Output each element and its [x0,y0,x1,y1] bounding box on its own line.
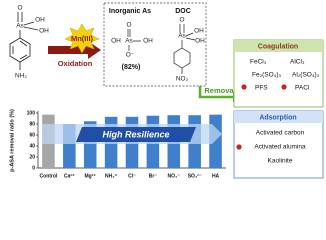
x-tick-label: Control [40,173,58,179]
banner [76,127,196,142]
atom: As [125,38,133,45]
adsorbent: Activated carbon [256,130,305,137]
icons [236,84,287,150]
product-title: DOC [175,8,191,15]
x-tick-label: Cl⁻ [128,173,136,179]
atom: As [16,23,24,30]
atom: OH [39,28,49,35]
x-tick-label: Br⁻ [149,173,158,179]
x-tick-label: HA [212,173,220,179]
removal-arrow [198,86,243,102]
adsorbent: Activated alumina [254,144,306,151]
atom: O [126,22,131,29]
page: {"diagram":{ "reactant":{"o_top":"O","as… [9,2,324,180]
coagulation-header [234,40,323,52]
atom: OH [194,28,204,35]
adsorption-header [234,111,323,123]
y-tick-label: 100 [27,110,36,116]
x-tick-label: Mg²⁺ [84,173,96,179]
annotation: High Resilience [102,129,169,139]
atom: OH [111,38,121,45]
arsenate-bonds [127,29,141,51]
coagulant: PFS [255,85,268,92]
process-label: Oxidation [58,59,93,68]
x-tick-label: Ca²⁺ [64,173,75,179]
atom: OH [195,38,205,45]
doc-structure [173,24,196,74]
products-box [103,2,207,87]
x-tick-label: NH₄⁺ [105,173,118,179]
y-tick-label: 80 [29,121,35,127]
atom: NH₂ [15,73,27,80]
coagulant: FeCl₃ [250,59,267,66]
atom: OH [143,38,153,45]
atom: O [17,5,22,12]
oxidant-label: Mn(III) [71,34,94,43]
graphical-abstract: O As OH OH NH₂ Mn(III) Oxidation Inorgan… [9,2,324,179]
x-tick-label: SO₄²⁻ [188,173,202,179]
y-tick-label: 60 [29,132,35,138]
x-tick-label: NO₃⁻ [168,173,181,179]
atom: As [178,33,186,40]
product-title: Inorganic As [109,8,151,15]
y-tick-label: 20 [29,154,35,160]
reactant-structure [9,12,39,70]
adsorbent: Kaolinite [268,158,293,165]
atom: NO₂ [176,76,189,83]
y-axis-label: p-ASA removal ratio (%) [9,109,15,172]
oxidation-arrow [48,41,101,59]
yield: (82%) [122,64,141,71]
adsorption-title: Adsorption [259,114,296,121]
y-tick-label: 40 [29,143,35,149]
coagulant: Al₂(SO₄)₃ [292,72,320,79]
removal-label: Removal [204,86,235,95]
coagulation-title: Coagulation [258,43,298,50]
coagulant: AlCl₃ [290,59,305,66]
atom: OH [35,17,45,24]
starburst [64,23,100,54]
coagulant: PACl [295,85,310,92]
coagulant: Fe₂(SO₄)₃ [252,72,281,79]
y-tick-label: 0 [32,165,35,171]
atom: O⁻ [126,52,135,59]
atom: O [179,17,184,24]
